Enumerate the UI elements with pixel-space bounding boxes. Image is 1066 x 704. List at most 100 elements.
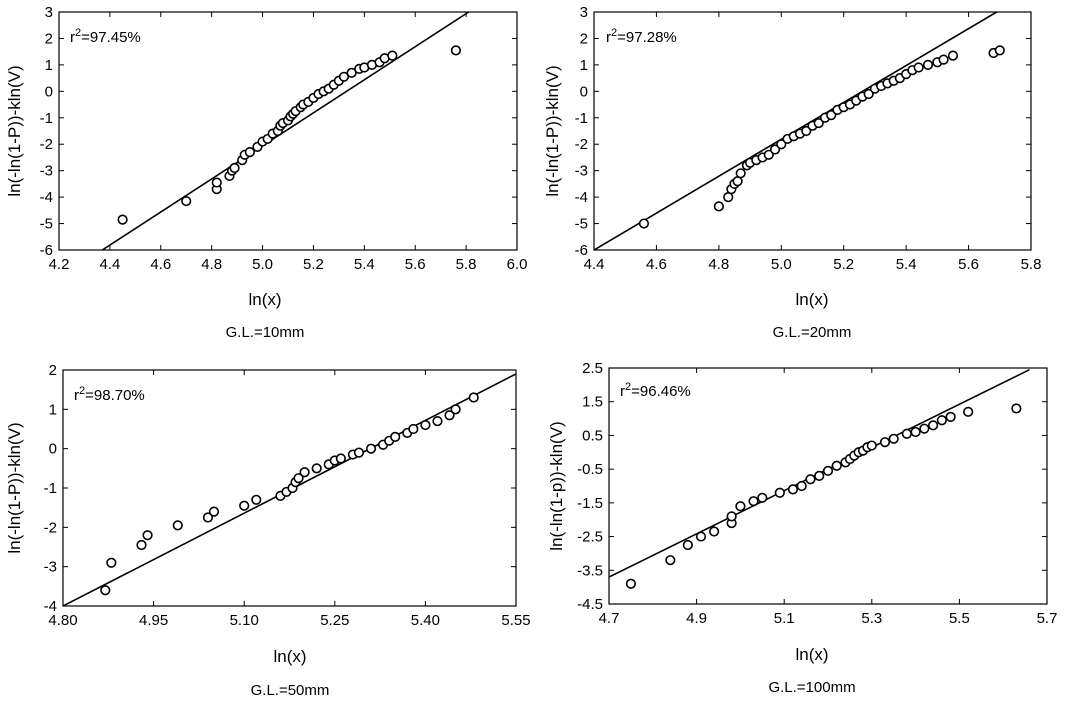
data-point (936, 415, 947, 426)
plot-frame (593, 11, 1032, 251)
y-tick-label: 1 (45, 57, 53, 74)
data-point (945, 411, 956, 422)
y-tick-label: 0 (45, 83, 53, 100)
data-point (776, 139, 787, 150)
x-axis-label: ln(x) (273, 647, 306, 666)
data-point (913, 62, 924, 73)
y-tick-label: -2.5 (577, 529, 603, 546)
data-point (136, 539, 147, 551)
y-axis-label: ln(-ln(1-P))-kln(V) (543, 65, 562, 196)
data-point (432, 416, 443, 427)
y-tick-label: 2.5 (582, 360, 603, 377)
x-tick-label: 5.2 (303, 256, 324, 273)
y-tick-label: -1 (44, 480, 57, 497)
x-tick-label: 4.6 (150, 256, 171, 273)
data-point (106, 557, 117, 568)
data-point (831, 460, 842, 471)
data-point (420, 419, 431, 431)
data-point (888, 433, 899, 444)
data-point (963, 406, 974, 417)
y-tick-label: -2 (40, 136, 53, 153)
data-point (251, 494, 262, 505)
r-squared-label: r2=97.45% (70, 27, 141, 46)
x-tick-label: 5.8 (456, 256, 477, 273)
data-point (735, 168, 746, 179)
x-tick-label: 4.2 (49, 256, 70, 273)
x-tick-label: 5.4 (354, 256, 375, 273)
y-tick-label: 0 (49, 441, 57, 458)
x-tick-label: 4.9 (686, 610, 707, 627)
y-axis-label: ln(-ln(1-P))-kln(V) (5, 65, 24, 196)
data-point (244, 147, 255, 158)
y-tick-label: -1 (575, 110, 588, 127)
x-tick-label: 5.4 (896, 256, 917, 273)
x-tick-label: 5.2 (833, 256, 854, 273)
data-point (142, 530, 153, 541)
y-tick-label: -3 (40, 163, 53, 180)
plot-frame (608, 367, 1048, 605)
data-point (796, 480, 807, 492)
y-tick-label: -1.5 (577, 495, 603, 512)
data-point (450, 45, 462, 56)
data-point (387, 50, 398, 61)
data-point (805, 474, 816, 485)
data-point (338, 71, 350, 82)
data-point (774, 487, 785, 498)
x-axis-label: ln(x) (795, 645, 828, 664)
data-point (826, 110, 837, 121)
y-tick-label: -4.5 (577, 596, 603, 613)
chart-panel-2: 4.4 4.6 4.8 5.0 5.2 5.4 5.6 5.8 -6 -5 -4 -3 -2 -1 0 1 2 3… (543, 4, 1041, 341)
data-point (813, 117, 824, 129)
data-point (901, 428, 912, 439)
x-tick-label: 6.0 (507, 256, 528, 273)
data-point (625, 578, 637, 589)
y-tick-label: -1 (40, 110, 53, 127)
data-point (695, 531, 707, 542)
data-point (202, 512, 214, 523)
x-tick-label: 4.8 (708, 256, 729, 273)
y-tick-label: 1 (49, 401, 57, 418)
data-point (390, 431, 401, 442)
panel-caption: G.L.=100mm (768, 679, 855, 696)
data-point (787, 484, 799, 495)
chart-panel-4: 4.7 4.9 5.1 5.3 5.5 5.7 -4.5 -3.5 -2.5 -1.5 -0.5 0.… (547, 360, 1057, 696)
y-tick-label: 1.5 (582, 394, 603, 411)
data-point (801, 125, 812, 137)
data-point (117, 214, 128, 225)
data-point (468, 392, 479, 403)
data-point (757, 492, 768, 503)
y-tick-label: -2 (575, 136, 588, 153)
x-tick-label: 4.7 (599, 610, 620, 627)
data-point (638, 218, 650, 229)
x-tick-label: 5.1 (774, 610, 795, 627)
x-tick-label: 4.80 (48, 612, 77, 629)
data-point (444, 410, 455, 421)
x-tick-label: 5.6 (958, 256, 979, 273)
data-point (353, 447, 365, 458)
y-tick-label: -3 (44, 559, 57, 576)
data-point (346, 67, 357, 78)
y-tick-label: -3 (575, 163, 588, 180)
data-point (100, 585, 111, 596)
data-point (763, 149, 774, 160)
y-axis-label: ln(-ln(1-p))-kln(V) (547, 421, 566, 550)
y-tick-label: -5 (40, 216, 53, 233)
x-axis-label: ln(x) (248, 290, 281, 309)
y-tick-label: -6 (40, 242, 53, 259)
y-tick-label: 2 (580, 30, 588, 47)
panel-caption: G.L.=20mm (773, 324, 852, 341)
data-point (450, 404, 461, 415)
data-point (365, 443, 377, 454)
x-tick-label: 5.5 (949, 610, 970, 627)
x-tick-label: 5.3 (861, 610, 882, 627)
r-squared-label: r2=98.70% (74, 385, 145, 404)
data-point (769, 144, 781, 155)
regression-line (101, 12, 470, 250)
data-point (211, 177, 222, 188)
x-tick-label: 5.7 (1037, 610, 1058, 627)
data-point (713, 201, 724, 212)
y-tick-label: -3.5 (577, 562, 603, 579)
data-point (994, 45, 1005, 56)
y-tick-label: 0.5 (582, 427, 603, 444)
